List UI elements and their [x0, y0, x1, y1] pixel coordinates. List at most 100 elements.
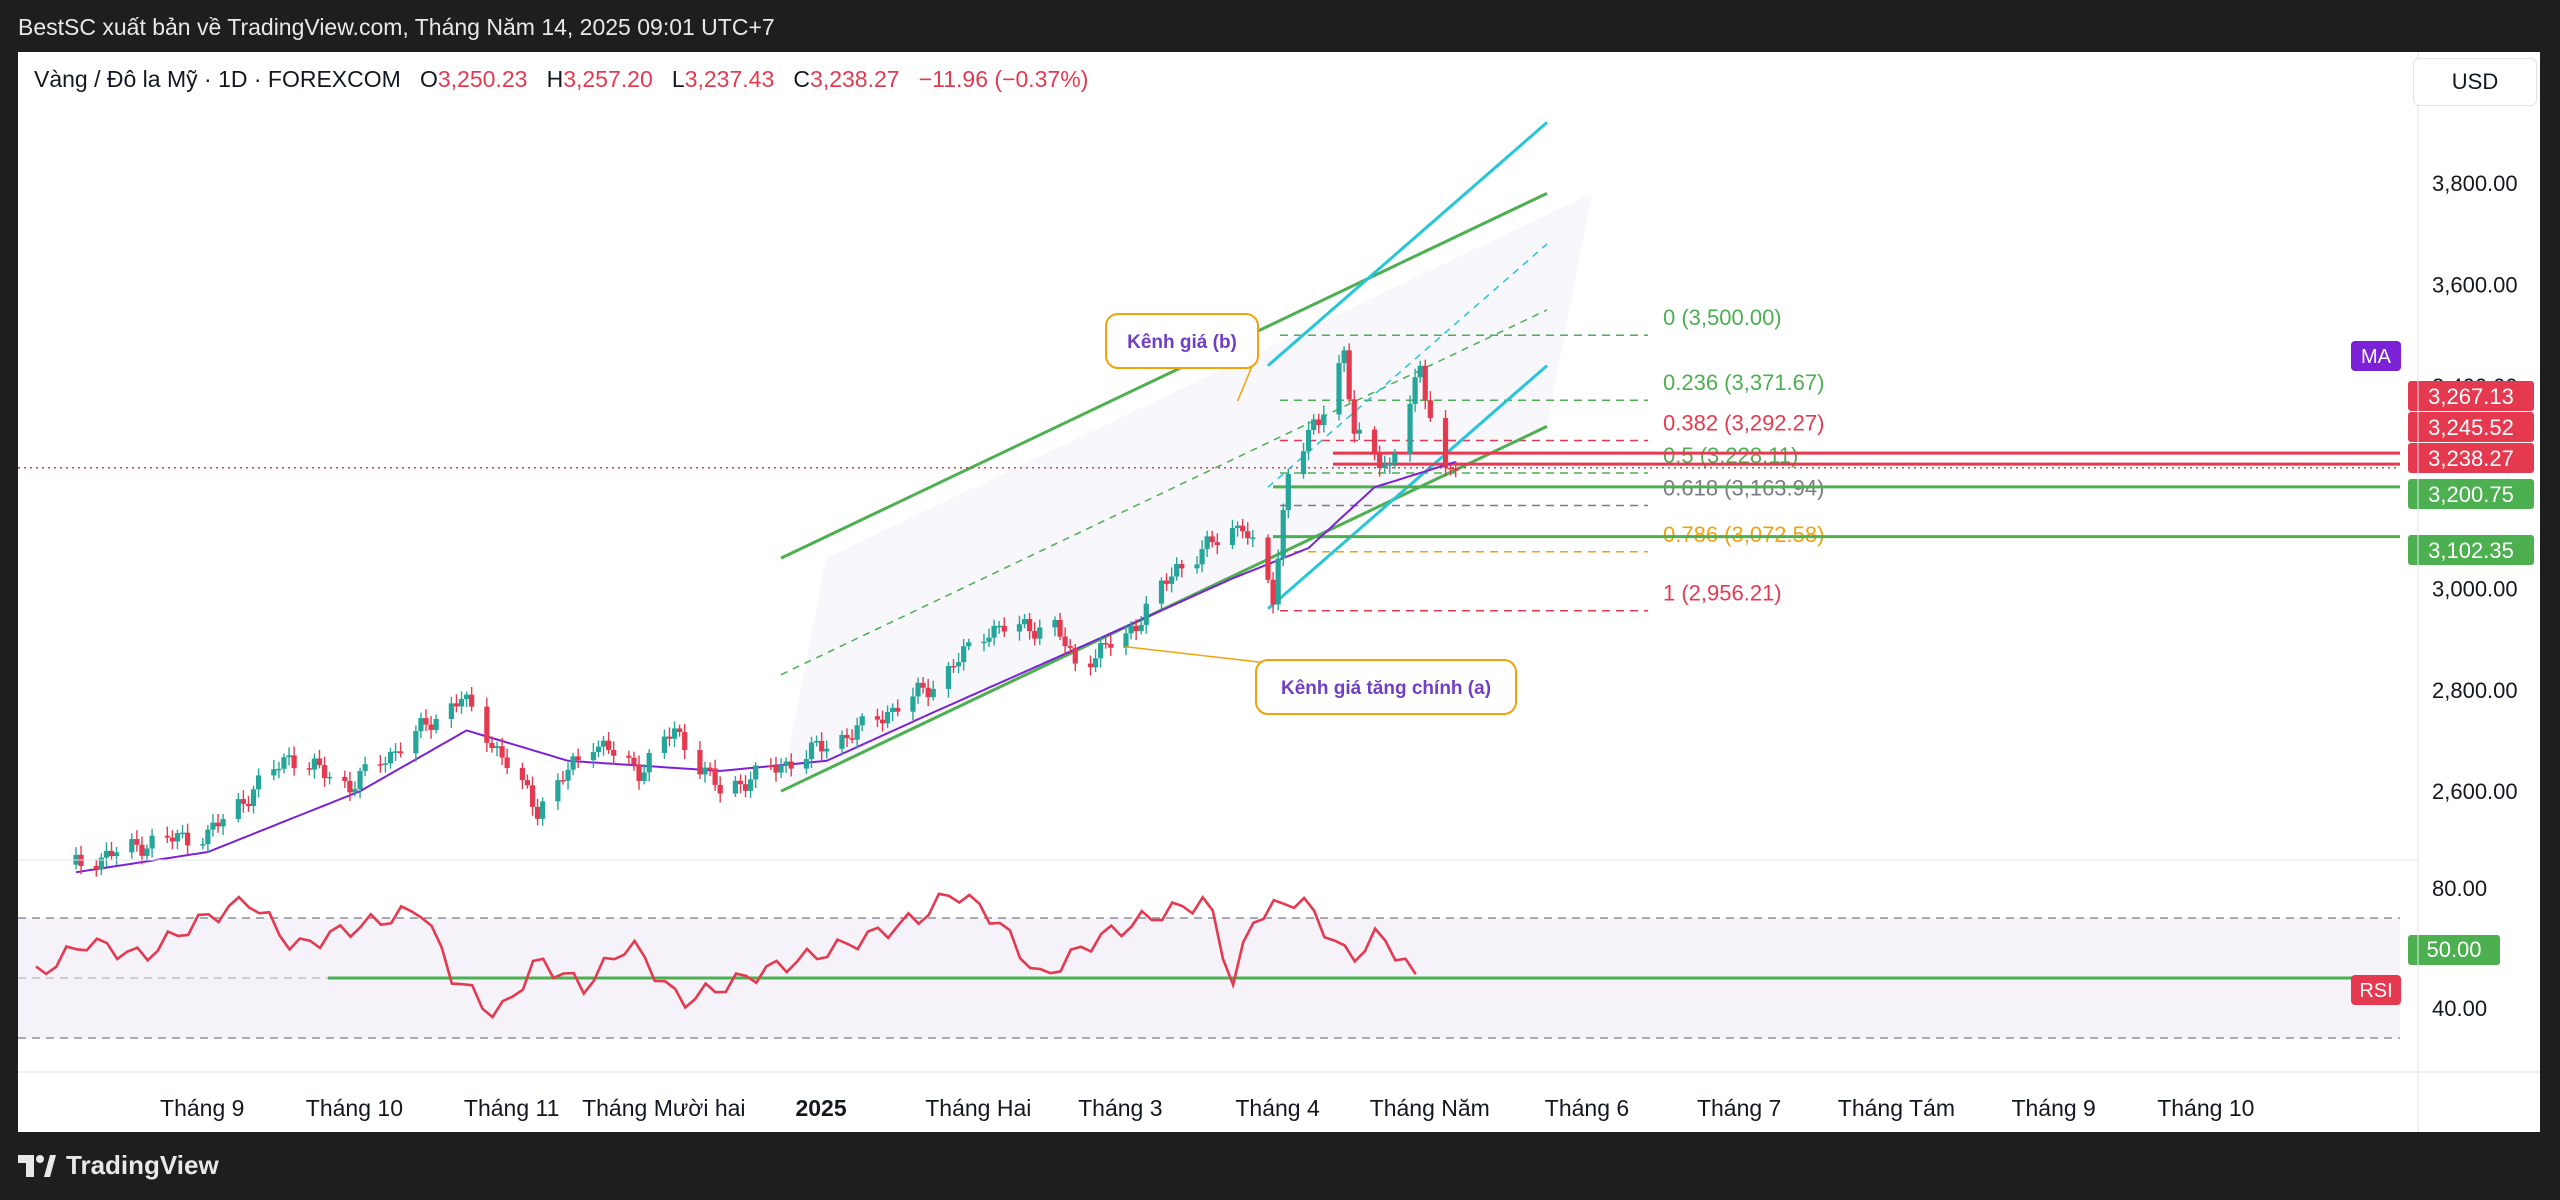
candle-body [803, 759, 810, 769]
candle-body [1382, 464, 1388, 469]
symbol-legend[interactable]: Vàng / Đô la Mỹ · 1D · FOREXCOM O3,250.2… [34, 66, 1088, 93]
candle-body [129, 839, 135, 853]
candle-body [1016, 624, 1023, 632]
ma-badge-label: MA [2361, 346, 2392, 368]
candle-body [1245, 531, 1251, 539]
candle-body [560, 780, 566, 782]
candle-body [433, 718, 439, 730]
candle-body [1108, 644, 1114, 648]
price-level-tag [2408, 443, 2534, 473]
candle-body [611, 749, 617, 756]
price-level-tag [2408, 412, 2534, 442]
rsi-badge-label: RSI [2359, 980, 2392, 1002]
candle-body [742, 784, 749, 791]
ma-badge [2351, 341, 2401, 371]
candle-body [1270, 579, 1276, 605]
candle-body [1275, 558, 1281, 605]
candle-body [839, 734, 845, 749]
candle-body [748, 779, 754, 791]
candle-body [1179, 563, 1185, 569]
candle-body [712, 768, 718, 785]
candle-body [854, 725, 860, 740]
candle-body [276, 768, 282, 771]
candle-body [1346, 350, 1352, 400]
close-value: 3,238.27 [810, 66, 900, 92]
candle-body [1265, 537, 1271, 580]
currency-selector[interactable]: USD [2413, 58, 2537, 106]
candle-body [677, 728, 683, 733]
candle-body [600, 740, 607, 747]
price-level-tag-label: 3,200.75 [2428, 482, 2514, 507]
candle-body [413, 731, 419, 754]
time-axis-tick: Tháng Năm [1370, 1095, 1490, 1121]
candle-body [671, 728, 678, 739]
candle-body [164, 835, 170, 838]
high-value: 3,257.20 [563, 66, 653, 92]
time-axis-tick: Tháng Hai [925, 1095, 1031, 1121]
candle-body [1250, 537, 1256, 539]
candle-body [1037, 627, 1043, 639]
candle-body [1229, 528, 1236, 546]
fib-level-label: 0.236 (3,371.67) [1663, 370, 1824, 395]
candle-body [1072, 647, 1078, 664]
candle-body [1448, 467, 1454, 470]
annotation-box [1255, 659, 1517, 715]
candle-body [945, 665, 952, 689]
candle-body [1169, 576, 1175, 584]
candle-body [1422, 365, 1428, 401]
price-level-tag-label: 3,102.35 [2428, 538, 2514, 563]
candle-body [489, 742, 495, 749]
candle-body [1407, 403, 1413, 454]
time-axis-tick: Tháng 7 [1697, 1095, 1781, 1121]
candle-body [986, 637, 992, 642]
candle-body [113, 852, 120, 857]
candle-body [920, 682, 926, 688]
candle-body [1062, 636, 1068, 647]
candle-body [641, 772, 647, 781]
chart-canvas[interactable]: 0 (3,500.00) 0.236 (3,371.67) 0.382 (3,292… [18, 52, 2540, 1132]
annotation-box [1105, 313, 1259, 369]
candle-body [524, 780, 531, 786]
candle-body [1305, 429, 1312, 452]
candle-body [732, 780, 739, 794]
candle-body [1214, 542, 1220, 546]
candle-body [955, 662, 962, 667]
chart-panel[interactable]: 0 (3,500.00) 0.236 (3,371.67) 0.382 (3,292… [18, 52, 2540, 1132]
candle-body [1143, 603, 1149, 625]
time-axis-tick: Tháng 11 [464, 1095, 559, 1121]
candle-body [306, 768, 312, 770]
candle-body [1234, 525, 1241, 529]
price-axis-tick: 3,600.00 [2432, 273, 2518, 298]
candle-body [595, 746, 602, 753]
candle-body [1021, 619, 1028, 625]
candle-body [286, 755, 292, 758]
time-axis-tick: Tháng 9 [2011, 1095, 2095, 1121]
channel-b-upper-line [1267, 121, 1548, 367]
candle-body [996, 625, 1002, 628]
time-axis-tick: Tháng 4 [1235, 1095, 1320, 1121]
publisher-bar: BestSC xuất bản về TradingView.com, Thán… [0, 0, 2560, 52]
time-axis-tick: 2025 [795, 1095, 846, 1121]
symbol-name[interactable]: Vàng / Đô la Mỹ · 1D · FOREXCOM [34, 66, 401, 92]
candle-body [859, 716, 865, 726]
candle-body [1209, 536, 1215, 543]
candle-body [910, 696, 916, 712]
candle-body [636, 764, 642, 781]
candle-body [1001, 625, 1007, 632]
candle-body [991, 625, 997, 638]
tradingview-logo-text: TradingView [66, 1150, 219, 1180]
candle-body [357, 770, 363, 790]
tradingview-logo[interactable]: TradingView [18, 1150, 219, 1181]
candle-body [813, 740, 820, 743]
candle-body [327, 776, 333, 779]
candle-body [1174, 563, 1180, 577]
candle-body [606, 740, 612, 750]
candle-body [1204, 536, 1210, 550]
candle-body [428, 724, 434, 730]
candle-body [884, 711, 891, 724]
candle-body [879, 719, 886, 724]
candle-body [291, 755, 297, 769]
candle-body [697, 750, 703, 775]
candle-body [392, 751, 399, 753]
candle-body [362, 764, 368, 771]
